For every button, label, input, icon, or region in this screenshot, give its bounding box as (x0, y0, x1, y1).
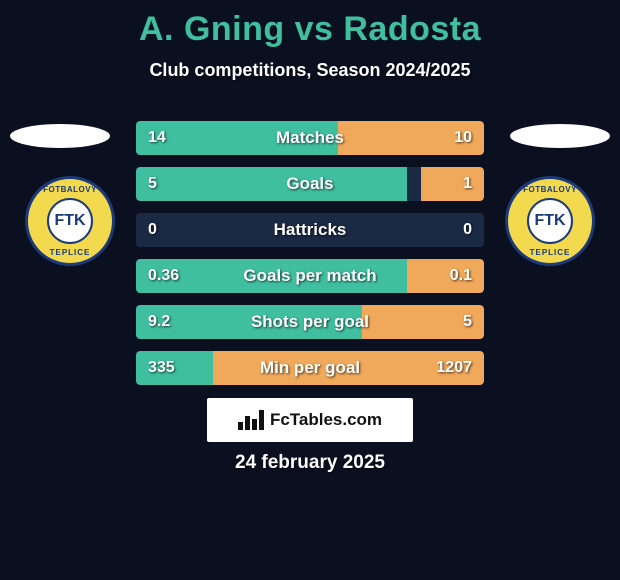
badge-top-text: FOTBALOVÝ (508, 185, 592, 194)
bar-row: 1410Matches (136, 121, 484, 155)
bar-row: 51Goals (136, 167, 484, 201)
club-badge-right: FOTBALOVÝ FTK TEPLICE (505, 176, 595, 266)
badge-center-text: FTK (527, 198, 573, 244)
brand-box: FcTables.com (207, 398, 413, 442)
badge-inner: FOTBALOVÝ FTK TEPLICE (505, 176, 595, 266)
page-title: A. Gning vs Radosta (0, 10, 620, 49)
badge-top-text: FOTBALOVÝ (28, 185, 112, 194)
flag-right (510, 124, 610, 148)
badge-bottom-text: TEPLICE (508, 248, 592, 257)
bar-row: 9.25Shots per goal (136, 305, 484, 339)
brand-bars-icon (238, 410, 264, 430)
bar-label: Goals per match (136, 259, 484, 293)
badge-bottom-text: TEPLICE (28, 248, 112, 257)
date-text: 24 february 2025 (0, 452, 620, 474)
club-badge-left: FOTBALOVÝ FTK TEPLICE (25, 176, 115, 266)
bar-row: 00Hattricks (136, 213, 484, 247)
bar-label: Matches (136, 121, 484, 155)
comparison-infographic: A. Gning vs Radosta Club competitions, S… (0, 0, 620, 580)
bar-label: Shots per goal (136, 305, 484, 339)
bar-label: Hattricks (136, 213, 484, 247)
brand-text: FcTables.com (270, 410, 382, 430)
comparison-bars: 1410Matches 51Goals 00Hattricks 0.360.1Goal… (136, 121, 484, 397)
bar-label: Min per goal (136, 351, 484, 385)
bar-label: Goals (136, 167, 484, 201)
badge-center-text: FTK (47, 198, 93, 244)
flag-left (10, 124, 110, 148)
badge-inner: FOTBALOVÝ FTK TEPLICE (25, 176, 115, 266)
bar-row: 0.360.1Goals per match (136, 259, 484, 293)
bar-row: 3351207Min per goal (136, 351, 484, 385)
subtitle: Club competitions, Season 2024/2025 (0, 60, 620, 81)
